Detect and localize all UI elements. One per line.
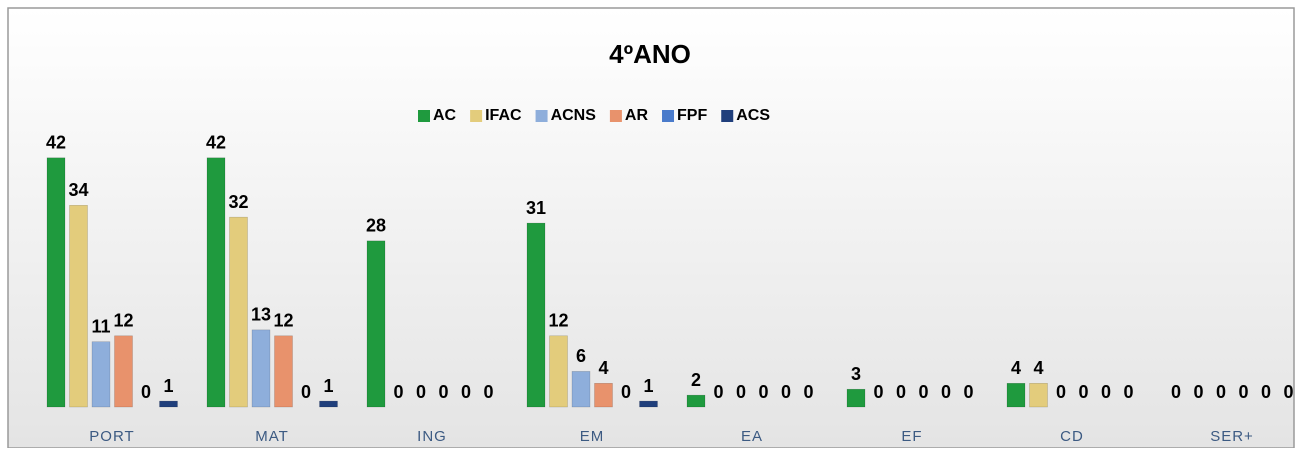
legend-label: AR (625, 107, 649, 124)
data-label: 28 (366, 216, 386, 236)
data-label: 34 (68, 180, 88, 200)
legend-swatch (535, 110, 548, 122)
data-label: 1 (643, 376, 653, 396)
data-label: 0 (1193, 382, 1203, 402)
bar (274, 335, 293, 408)
data-label: 0 (918, 382, 928, 402)
bar (639, 400, 658, 408)
x-tick-label: EF (901, 428, 922, 445)
data-label: 0 (896, 382, 906, 402)
data-label: 6 (576, 346, 586, 366)
data-label: 0 (1078, 382, 1088, 402)
bar (69, 205, 88, 408)
data-label: 0 (1283, 382, 1293, 402)
data-label: 42 (46, 133, 66, 153)
data-label: 0 (301, 382, 311, 402)
data-label: 1 (323, 376, 333, 396)
bar (91, 341, 111, 408)
legend-label: IFAC (485, 107, 522, 124)
data-label: 32 (228, 192, 248, 212)
bar (686, 394, 706, 408)
x-tick-label: ING (417, 428, 447, 445)
data-label: 0 (393, 382, 403, 402)
data-label: 0 (873, 382, 883, 402)
data-label: 0 (758, 382, 768, 402)
legend-swatch (418, 110, 430, 122)
bar (366, 240, 386, 408)
data-label: 0 (803, 382, 813, 402)
legend-label: ACNS (551, 107, 597, 124)
data-label: 4 (598, 358, 608, 378)
bar (206, 157, 226, 408)
bar (46, 157, 66, 408)
data-label: 0 (1238, 382, 1248, 402)
bar (594, 383, 613, 408)
bar (319, 400, 338, 408)
data-label: 0 (1261, 382, 1271, 402)
data-label: 0 (461, 382, 471, 402)
data-label: 12 (273, 311, 293, 331)
data-label: 0 (713, 382, 723, 402)
bar (229, 216, 248, 408)
data-label: 12 (548, 311, 568, 331)
data-label: 4 (1011, 358, 1021, 378)
legend-swatch (662, 110, 675, 122)
data-label: 0 (416, 382, 426, 402)
bar (549, 335, 568, 408)
data-label: 2 (691, 370, 701, 390)
data-label: 42 (206, 133, 226, 153)
data-label: 0 (1101, 382, 1111, 402)
data-label: 0 (963, 382, 973, 402)
bar (251, 329, 271, 408)
chart-title: 4ºANO (609, 39, 691, 69)
data-label: 0 (736, 382, 746, 402)
x-tick-label: CD (1060, 428, 1084, 445)
data-label: 0 (141, 382, 151, 402)
bar (846, 388, 866, 408)
data-label: 1 (163, 376, 173, 396)
x-tick-label: SER+ (1210, 428, 1254, 445)
legend-swatch (470, 110, 483, 122)
bar (571, 371, 591, 408)
bar (1006, 383, 1026, 408)
bar (1029, 383, 1048, 408)
data-label: 0 (1216, 382, 1226, 402)
data-label: 31 (526, 198, 546, 218)
data-label: 4 (1033, 358, 1043, 378)
data-label: 12 (113, 311, 133, 331)
bar (159, 400, 178, 408)
bar (114, 335, 133, 408)
data-label: 13 (251, 305, 271, 325)
data-label: 0 (1056, 382, 1066, 402)
legend-label: AC (433, 107, 457, 124)
bar (526, 222, 546, 408)
data-label: 0 (1123, 382, 1133, 402)
legend-swatch (721, 110, 734, 122)
x-tick-label: EM (580, 428, 605, 445)
legend-label: FPF (677, 107, 707, 124)
x-tick-label: MAT (255, 428, 289, 445)
data-label: 0 (781, 382, 791, 402)
x-tick-label: EA (741, 428, 763, 445)
data-label: 0 (621, 382, 631, 402)
data-label: 0 (1171, 382, 1181, 402)
data-label: 3 (851, 364, 861, 384)
legend-swatch (609, 110, 622, 122)
data-label: 0 (483, 382, 493, 402)
data-label: 0 (438, 382, 448, 402)
data-label: 0 (941, 382, 951, 402)
x-tick-label: PORT (89, 428, 134, 445)
legend-label: ACS (736, 107, 770, 124)
data-label: 11 (91, 316, 110, 336)
